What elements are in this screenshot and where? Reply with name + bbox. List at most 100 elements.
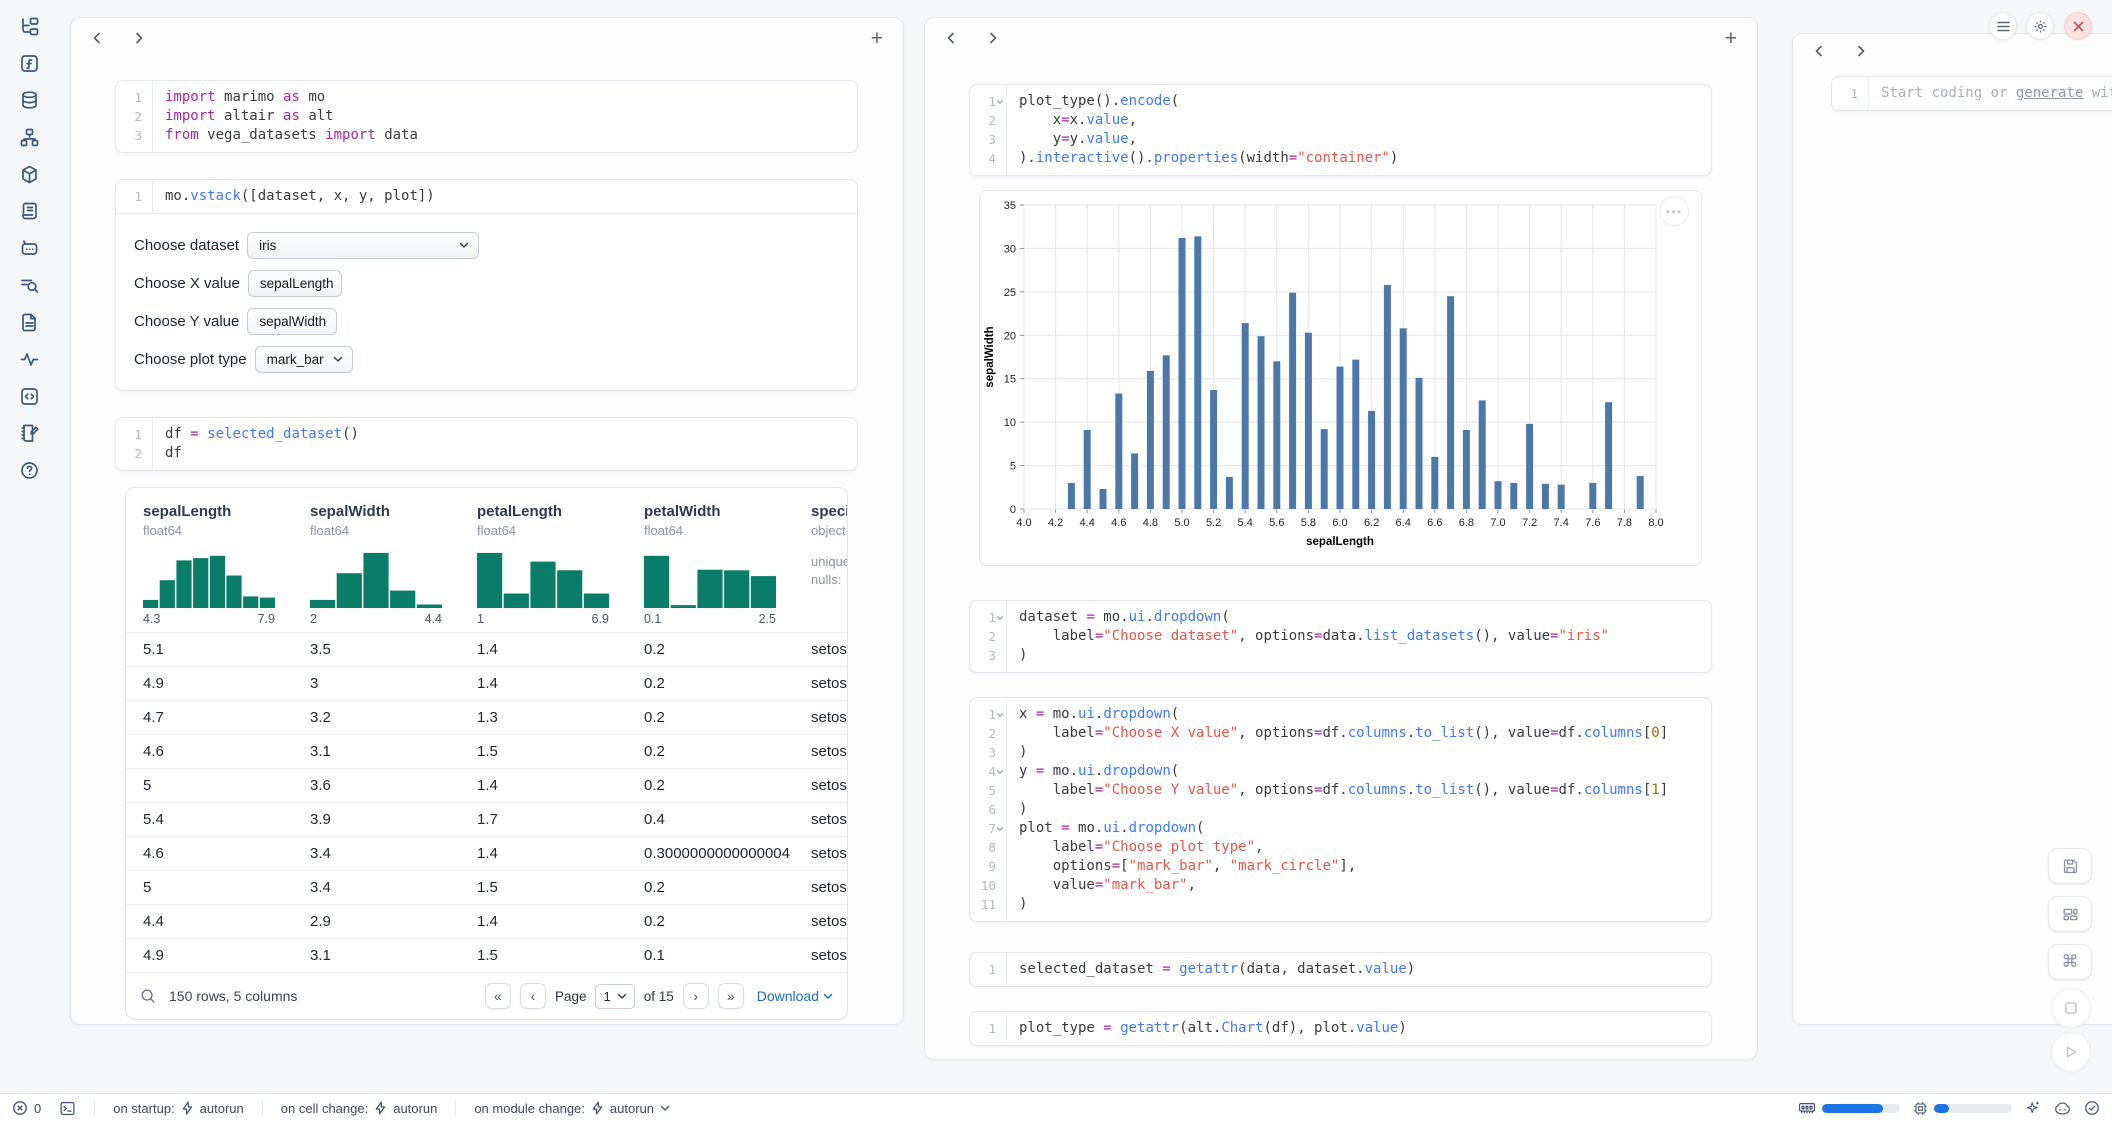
error-count[interactable]: 0 — [12, 1100, 41, 1116]
table-row[interactable]: 5.13.51.40.2setosa — [126, 632, 847, 666]
list-search-icon[interactable] — [11, 271, 47, 299]
line-numbers: 123 — [116, 81, 153, 152]
table-footer: 150 rows, 5 columns«‹Page1of 15›»Downloa… — [126, 972, 847, 1019]
help-circle-icon[interactable] — [11, 456, 47, 484]
workflow-icon[interactable] — [11, 123, 47, 151]
table-row[interactable]: 5.43.91.70.4setosa — [126, 802, 847, 836]
last-page-button[interactable]: » — [718, 983, 744, 1009]
bar-chart[interactable]: 4.04.24.44.64.85.05.25.45.65.86.06.26.46… — [980, 191, 1702, 563]
code-editor[interactable]: plot_type = getattr(alt.Chart(df), plot.… — [1007, 1012, 1711, 1045]
code-editor[interactable]: dataset = mo.ui.dropdown( label="Choose … — [1007, 601, 1711, 672]
code-editor[interactable]: selected_dataset = getattr(data, dataset… — [1007, 953, 1711, 986]
ai-sparkles-icon[interactable] — [2025, 1100, 2041, 1116]
line-numbers: 1234567891011 — [970, 698, 1007, 921]
fold-icon[interactable] — [996, 615, 1006, 621]
function-square-icon[interactable] — [11, 49, 47, 77]
code-line: import marimo as mo — [165, 88, 857, 107]
stop-icon[interactable] — [2051, 988, 2091, 1028]
dropdown-select[interactable]: sepalWidth — [247, 308, 337, 335]
prev-page-button[interactable]: ‹ — [520, 983, 546, 1009]
package-icon[interactable] — [11, 160, 47, 188]
dropdown-row: Choose plot typemark_bar — [134, 340, 857, 378]
table-row[interactable]: 4.73.21.30.2setosa — [126, 700, 847, 734]
page-select[interactable]: 1 — [595, 984, 634, 1009]
svg-text:5.2: 5.2 — [1206, 517, 1221, 529]
code-editor-placeholder[interactable]: Start coding or generate with — [1869, 77, 2112, 110]
code-line: value="mark_bar", — [1019, 876, 1711, 895]
line-numbers: 1 — [116, 180, 153, 213]
next-page-button[interactable]: › — [683, 983, 709, 1009]
dropdown-select[interactable]: sepalLength — [248, 270, 342, 297]
panel1-prev-icon[interactable] — [87, 28, 107, 48]
fold-icon[interactable] — [996, 712, 1006, 718]
table-row[interactable]: 4.93.11.50.1setosa — [126, 938, 847, 972]
fold-icon[interactable] — [996, 826, 1006, 832]
panel2-add-cell-icon[interactable]: + — [1721, 24, 1741, 53]
table-row[interactable]: 4.42.91.40.2setosa — [126, 904, 847, 938]
row-count-summary: 150 rows, 5 columns — [169, 988, 297, 1004]
panel2-prev-icon[interactable] — [941, 28, 961, 48]
table-row[interactable]: 4.931.40.2setosa — [126, 666, 847, 700]
run-icon[interactable] — [2051, 1032, 2091, 1072]
table-row[interactable]: 53.41.50.2setosa — [126, 870, 847, 904]
dropdown-select[interactable]: mark_bar — [255, 346, 353, 373]
on-startup-toggle[interactable]: on startup: autorun — [113, 1101, 244, 1116]
connection-status-icon[interactable] — [2084, 1100, 2100, 1116]
code-editor[interactable]: mo.vstack([dataset, x, y, plot]) — [153, 180, 857, 213]
terminal-icon[interactable] — [59, 1100, 76, 1117]
database-icon[interactable] — [11, 86, 47, 114]
svg-text:6.2: 6.2 — [1364, 517, 1379, 529]
save-icon[interactable] — [2048, 848, 2092, 884]
line-numbers: 12 — [116, 418, 153, 470]
on-cell-change-toggle[interactable]: on cell change: autorun — [281, 1101, 438, 1116]
menu-icon[interactable] — [1989, 12, 2017, 40]
column-header[interactable]: sepalWidthfloat6424.4 — [310, 503, 477, 626]
code-editor[interactable]: plot_type().encode( x=x.value, y=y.value… — [1007, 85, 1711, 175]
code-editor[interactable]: import marimo as moimport altair as altf… — [153, 81, 857, 152]
command-icon[interactable]: ⌘ — [2048, 944, 2092, 980]
svg-text:6.8: 6.8 — [1459, 517, 1474, 529]
notebook-pen-icon[interactable] — [11, 419, 47, 447]
file-tree-icon[interactable] — [11, 12, 47, 40]
column-header[interactable]: speciesobjectuniquenulls: — [811, 503, 848, 626]
column-header[interactable]: petalLengthfloat6416.9 — [477, 503, 644, 626]
code-editor[interactable]: x = mo.ui.dropdown( label="Choose X valu… — [1007, 698, 1711, 921]
panel2-next-icon[interactable] — [983, 28, 1003, 48]
panel3-next-icon[interactable] — [1851, 41, 1871, 61]
status-bar: 0 on startup: autorun on cell change: au… — [0, 1093, 2112, 1122]
first-page-button[interactable]: « — [485, 983, 511, 1009]
column-header[interactable]: petalWidthfloat640.12.5 — [644, 503, 811, 626]
code-line: plot_type().encode( — [1019, 92, 1711, 111]
fold-icon[interactable] — [996, 769, 1006, 775]
lightning-icon — [181, 1101, 194, 1115]
svg-text:5.8: 5.8 — [1301, 517, 1316, 529]
on-module-change-toggle[interactable]: on module change: autorun — [474, 1101, 670, 1116]
table-row[interactable]: 4.63.11.50.2setosa — [126, 734, 847, 768]
panel1-next-icon[interactable] — [129, 28, 149, 48]
code-square-icon[interactable] — [11, 382, 47, 410]
table-row[interactable]: 53.61.40.2setosa — [126, 768, 847, 802]
panel3-prev-icon[interactable] — [1809, 41, 1829, 61]
copilot-icon[interactable] — [2054, 1101, 2071, 1116]
scroll-icon[interactable] — [11, 197, 47, 225]
close-icon[interactable] — [2064, 12, 2092, 40]
panel1-add-cell-icon[interactable]: + — [867, 24, 887, 53]
chart-actions-icon[interactable]: ••• — [1659, 196, 1689, 226]
code-editor[interactable]: df = selected_dataset()df — [153, 418, 857, 470]
column-histogram — [644, 550, 776, 608]
column-header[interactable]: sepalLengthfloat644.37.9 — [143, 503, 310, 626]
table-row[interactable]: 4.63.41.40.3000000000000004setosa — [126, 836, 847, 870]
file-text-icon[interactable] — [11, 308, 47, 336]
layout-icon[interactable] — [2048, 896, 2092, 932]
gear-icon[interactable] — [2026, 12, 2054, 40]
line-numbers: 123 — [970, 601, 1007, 672]
bot-chat-icon[interactable] — [11, 234, 47, 262]
dropdown-select[interactable]: iris — [247, 232, 479, 259]
download-button[interactable]: Download — [757, 988, 833, 1004]
fold-icon[interactable] — [996, 99, 1006, 105]
code-line: options=["mark_bar", "mark_circle"], — [1019, 857, 1711, 876]
svg-text:15: 15 — [1004, 374, 1016, 386]
search-icon[interactable] — [140, 988, 156, 1004]
activity-icon[interactable] — [11, 345, 47, 373]
lightning-icon — [591, 1101, 604, 1115]
